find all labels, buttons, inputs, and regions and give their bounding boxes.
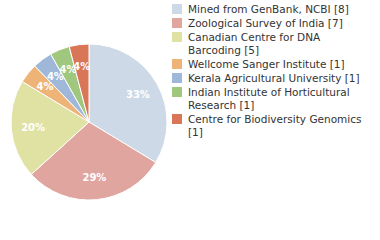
html-text:Indian Institute of Horticultu: Indian Institute of Horticultural Resear… [188,86,350,111]
svg-text:33%: 33% [126,89,150,100]
html-text:Zoological Survey of India [7]: Zoological Survey of India [7] [188,17,343,29]
html-text:Wellcome Sanger Institute [1]: Wellcome Sanger Institute [1] [188,58,345,70]
html-text:Centre for Biodiversity Genomi: Centre for Biodiversity Genomics [1] [188,113,362,138]
svg-text:4%: 4% [73,61,90,72]
svg-text:20%: 20% [21,122,45,133]
html-text:Canadian Centre for DNA Barcod: Canadian Centre for DNA Barcoding [5] [188,31,321,56]
svg-text:4%: 4% [59,64,77,76]
svg-text:29%: 29% [82,172,106,183]
svg-text:4%: 4% [37,81,54,92]
html-text:Kerala Agricultural University: Kerala Agricultural University [1] [188,72,360,84]
svg-text:4%: 4% [46,71,64,83]
html-text:Mined from GenBank, NCBI [8]: Mined from GenBank, NCBI [8] [188,3,349,15]
